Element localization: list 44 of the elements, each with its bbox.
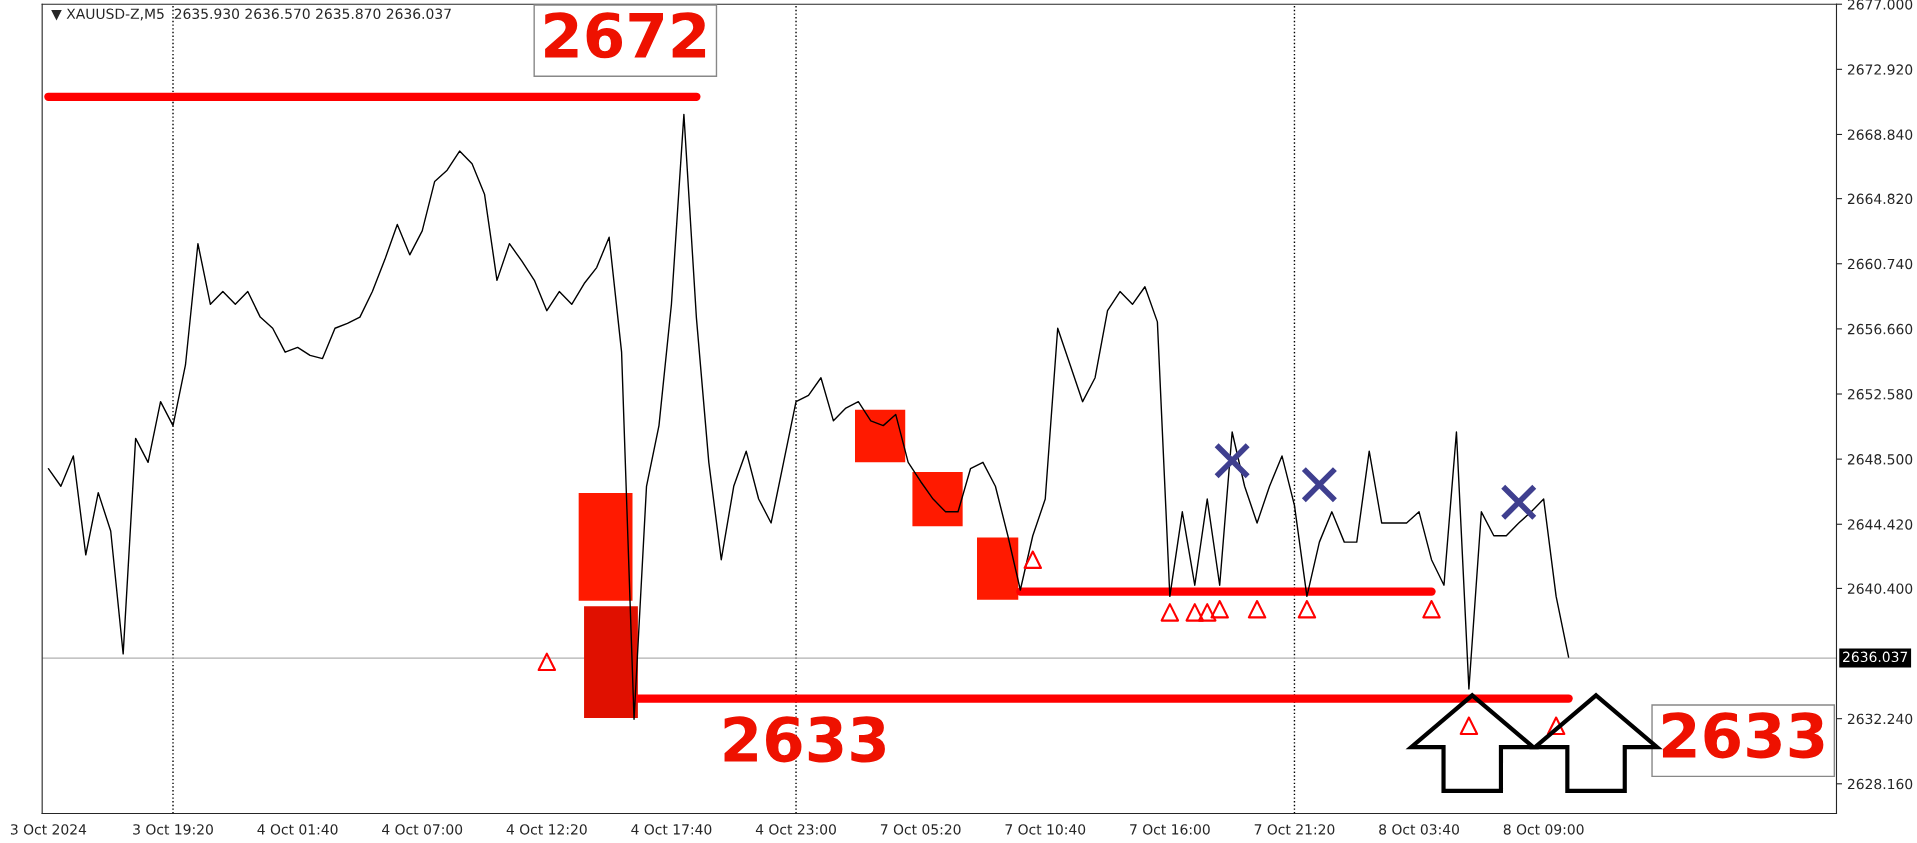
y-tick-label: 2632.240 [1847,713,1913,725]
y-tick-label: 2677.000 [1847,0,1913,10]
x-tick-label: 7 Oct 16:00 [1130,824,1210,835]
y-tick-label: 2648.500 [1847,454,1913,465]
chart-title: ▼ XAUUSD-Z,M5 2635.930 2636.570 2635.870 2636.037 [51,8,451,21]
x-tick-label: 4 Oct 01:40 [257,824,338,835]
x-tick-label: 4 Oct 23:00 [755,824,836,835]
y-tick-label: 2644.420 [1847,519,1913,530]
point [1247,599,1267,619]
x-tick-label: 4 Oct 12:20 [506,824,587,835]
point [1546,716,1566,735]
y-tick-label: 2640.400 [1847,583,1913,594]
point [1500,483,1538,521]
x-tick-label: 3 Oct 2024 [10,824,87,835]
y-tick-label: 2628.160 [1847,778,1913,790]
y-tick-label: 2664.820 [1847,193,1913,205]
y-tick-label: 2656.660 [1847,323,1913,335]
x-tick-label: 7 Oct 10:40 [1005,824,1086,835]
x-tick-label: 8 Oct 09:00 [1503,824,1584,835]
point [1160,603,1180,622]
y-tick-label: 2672.920 [1847,64,1913,75]
point [537,652,557,672]
point [1023,550,1043,569]
point [1197,603,1217,622]
point [1301,466,1338,503]
x-tick-label: 3 Oct 19:20 [133,824,213,835]
point [1422,599,1441,619]
annotation: 2633 [724,716,885,763]
point [1185,603,1205,622]
x-tick-label: 7 Oct 21:20 [1254,824,1335,835]
annotation: 2633 [1662,712,1824,759]
point [1297,599,1317,619]
x-tick-label: 4 Oct 17:40 [631,824,712,835]
y-tick-label: 2668.840 [1847,129,1913,140]
y-tick-label: 2652.580 [1847,388,1913,400]
annotation: 2672 [545,12,706,59]
x-tick-label: 7 Oct 05:20 [880,824,961,835]
x-tick-label: 8 Oct 03:40 [1379,824,1459,835]
point [1459,716,1479,735]
point [1210,599,1229,619]
ref-line-label: 2636.037 [1843,651,1908,663]
point [1213,442,1251,480]
x-tick-label: 4 Oct 07:00 [382,824,463,835]
y-tick-label: 2660.740 [1847,258,1913,270]
